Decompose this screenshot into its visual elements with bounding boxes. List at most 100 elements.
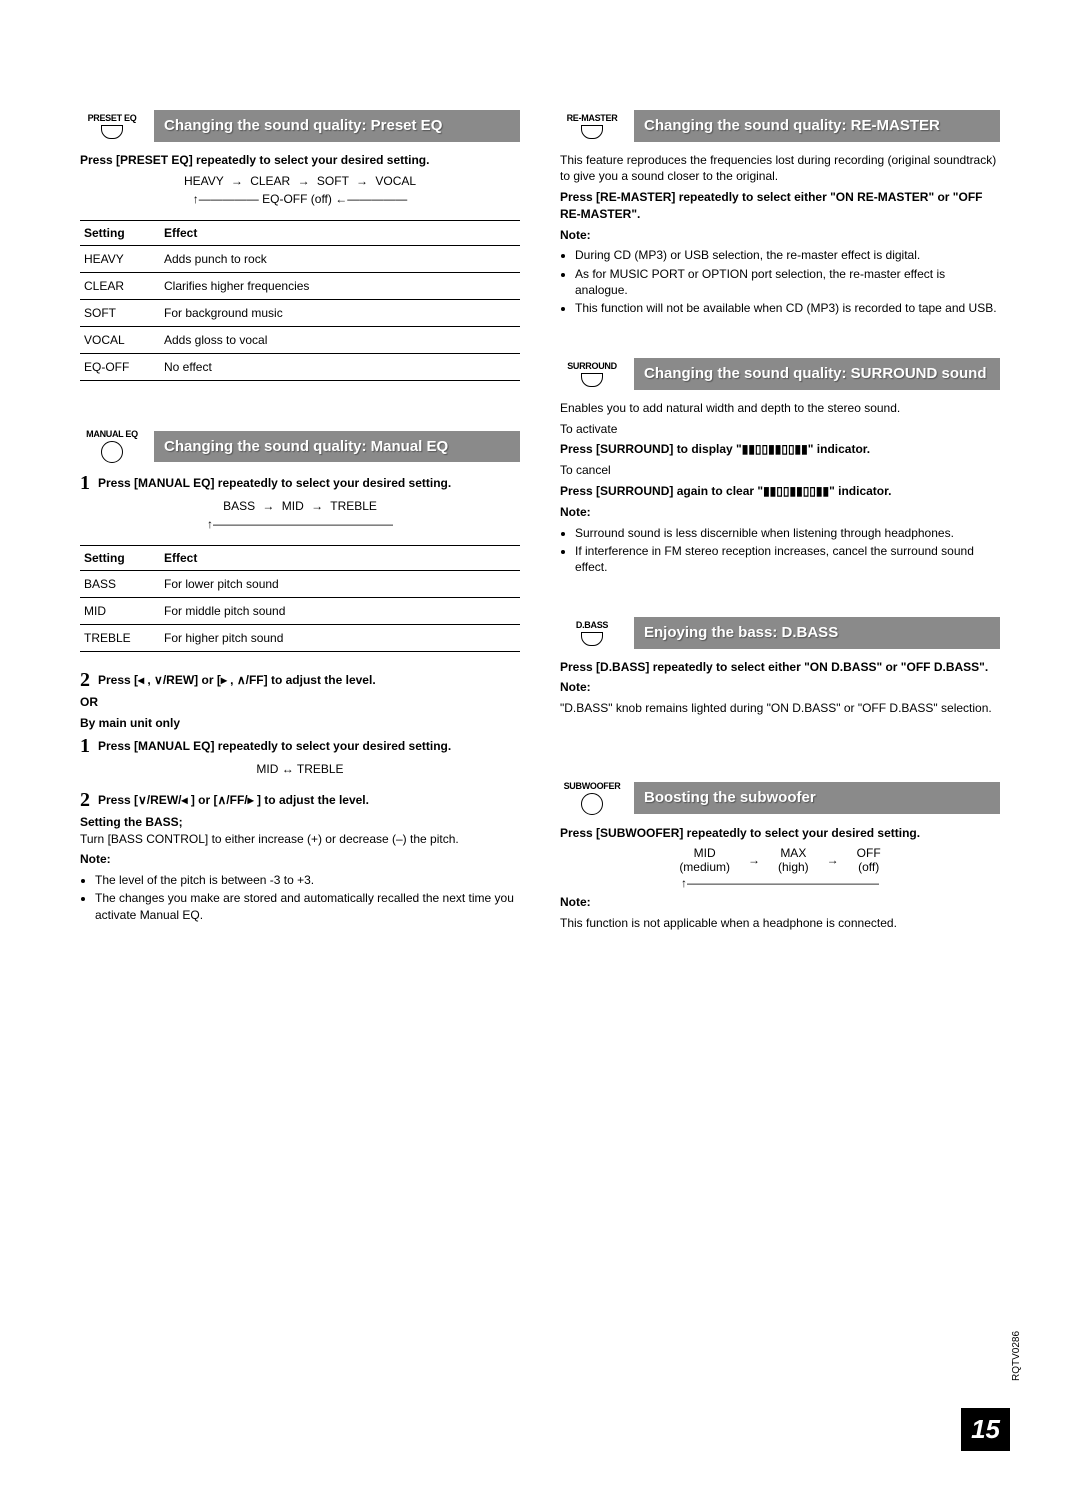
subwoofer-header: SUBWOOFER Boosting the subwoofer (560, 781, 1000, 815)
manual-eq-header: MANUAL EQ Changing the sound quality: Ma… (80, 429, 520, 463)
surround-header: SURROUND Changing the sound quality: SUR… (560, 358, 1000, 390)
table-row: EQ-OFFNo effect (80, 354, 520, 381)
remaster-header: RE-MASTER Changing the sound quality: RE… (560, 110, 1000, 142)
step-number: 1 (80, 473, 90, 493)
arrow-icon: → (231, 174, 243, 188)
preset-eq-flow: HEAVY → CLEAR → SOFT → VOCAL ↑————— EQ-O… (80, 172, 520, 208)
table-header: Effect (160, 221, 520, 246)
flow-cell: MAX(high) (778, 846, 809, 874)
arrow-icon: → (311, 499, 323, 513)
loop-arrow: ↑ (207, 517, 213, 531)
right-column: RE-MASTER Changing the sound quality: RE… (560, 110, 1000, 935)
button-icon (101, 441, 123, 463)
manual-eq-main-step1: 1 Press [MANUAL EQ] repeatedly to select… (80, 736, 520, 756)
flow-item: MID (282, 499, 304, 513)
surround-title: Changing the sound quality: SURROUND sou… (634, 358, 1000, 390)
table-row: CLEARClarifies higher frequencies (80, 273, 520, 300)
preset-eq-title: Changing the sound quality: Preset EQ (154, 110, 520, 142)
dbass-instruction: Press [D.BASS] repeatedly to select eith… (560, 659, 1000, 676)
step-text: Press [◂ , ∨/REW] or [▸ , ∧/FF] to adjus… (98, 670, 520, 689)
note-item: Surround sound is less discernible when … (575, 525, 1000, 541)
dbass-title: Enjoying the bass: D.BASS (634, 617, 1000, 649)
step-text: Press [MANUAL EQ] repeatedly to select y… (98, 736, 520, 755)
flow-main: MID (694, 846, 716, 860)
document-code: RQTV0286 (1011, 1331, 1022, 1381)
note-label: Note: (560, 679, 1000, 696)
table-header: Effect (160, 546, 520, 571)
flow-sub: (off) (858, 860, 879, 874)
loop-arrow: ↑ (193, 192, 199, 206)
arrow-icon: → (262, 499, 274, 513)
remaster-instruction: Press [RE-MASTER] repeatedly to select e… (560, 189, 1000, 223)
manual-eq-title: Changing the sound quality: Manual EQ (154, 431, 520, 463)
manual-eq-step1: 1 Press [MANUAL EQ] repeatedly to select… (80, 473, 520, 493)
flow-cell: OFF(off) (857, 846, 881, 874)
by-main-label: By main unit only (80, 715, 520, 732)
manual-eq-button-icon: MANUAL EQ (80, 429, 144, 463)
bass-setting-label: Setting the BASS; (80, 815, 183, 829)
dbass-button-icon: D.BASS (560, 620, 624, 646)
note-item: As for MUSIC PORT or OPTION port selecti… (575, 266, 1000, 298)
table-row: BASSFor lower pitch sound (80, 571, 520, 598)
table-header: Setting (80, 546, 160, 571)
remaster-notes: During CD (MP3) or USB selection, the re… (560, 247, 1000, 316)
main-flow: MID ↔ TREBLE (80, 760, 520, 778)
manual-eq-btn-label: MANUAL EQ (80, 429, 144, 439)
dbass-btn-label: D.BASS (560, 620, 624, 630)
table-row: MIDFor middle pitch sound (80, 598, 520, 625)
flow-main: MAX (780, 846, 806, 860)
step-text: Press [MANUAL EQ] repeatedly to select y… (98, 473, 520, 492)
note-label: Note: (560, 227, 1000, 244)
flow-item: HEAVY (184, 174, 224, 188)
note-label: Note: (560, 894, 1000, 911)
flow-sub: (high) (778, 860, 809, 874)
cancel-label: To cancel (560, 462, 1000, 479)
note-item: The changes you make are stored and auto… (95, 890, 520, 922)
button-icon (581, 793, 603, 815)
step-number: 1 (80, 736, 90, 756)
preset-eq-instruction: Press [PRESET EQ] repeatedly to select y… (80, 152, 520, 169)
surround-btn-label: SURROUND (560, 361, 624, 371)
note-item: During CD (MP3) or USB selection, the re… (575, 247, 1000, 263)
surround-intro: Enables you to add natural width and dep… (560, 400, 1000, 417)
flow-off: EQ-OFF (off) (262, 192, 332, 206)
button-icon (101, 125, 123, 139)
subwoofer-flow: MID(medium) → MAX(high) → OFF(off) (560, 846, 1000, 874)
flow-item: VOCAL (375, 174, 416, 188)
arrow-icon: → (748, 853, 760, 867)
subwoofer-instruction: Press [SUBWOOFER] repeatedly to select y… (560, 825, 1000, 842)
note-item: The level of the pitch is between -3 to … (95, 872, 520, 888)
subwoofer-note-text: This function is not applicable when a h… (560, 915, 1000, 932)
preset-eq-btn-label: PRESET EQ (80, 113, 144, 123)
remaster-button-icon: RE-MASTER (560, 113, 624, 139)
surround-button-icon: SURROUND (560, 361, 624, 387)
subwoofer-button-icon: SUBWOOFER (560, 781, 624, 815)
dbass-header: D.BASS Enjoying the bass: D.BASS (560, 617, 1000, 649)
step-number: 2 (80, 790, 90, 810)
loop-line: ↑———————————————— (560, 876, 1000, 890)
flow-item: TREBLE (330, 499, 377, 513)
step-text: Press [∨/REW/◂ ] or [∧/FF/▸ ] to adjust … (98, 790, 520, 809)
note-item: If interference in FM stereo reception i… (575, 543, 1000, 575)
remaster-intro: This feature reproduces the frequencies … (560, 152, 1000, 186)
remaster-btn-label: RE-MASTER (560, 113, 624, 123)
page-number: 15 (961, 1408, 1010, 1451)
flow-cell: MID(medium) (679, 846, 730, 874)
bass-setting: Setting the BASS; Turn [BASS CONTROL] to… (80, 814, 520, 848)
note-item: This function will not be available when… (575, 300, 1000, 316)
flow-item: BASS (223, 499, 255, 513)
manual-eq-table: SettingEffect BASSFor lower pitch sound … (80, 545, 520, 652)
note-label: Note: (80, 851, 520, 868)
subwoofer-title: Boosting the subwoofer (634, 782, 1000, 814)
manual-eq-step2: 2 Press [◂ , ∨/REW] or [▸ , ∧/FF] to adj… (80, 670, 520, 690)
activate-label: To activate (560, 421, 1000, 438)
dbass-note-text: "D.BASS" knob remains lighted during "ON… (560, 700, 1000, 717)
flow-sub: (medium) (679, 860, 730, 874)
flow-main: OFF (857, 846, 881, 860)
table-header: Setting (80, 221, 160, 246)
or-label: OR (80, 694, 520, 711)
table-row: HEAVYAdds punch to rock (80, 246, 520, 273)
button-icon (581, 632, 603, 646)
preset-eq-table: SettingEffect HEAVYAdds punch to rock CL… (80, 220, 520, 381)
preset-eq-button-icon: PRESET EQ (80, 113, 144, 139)
